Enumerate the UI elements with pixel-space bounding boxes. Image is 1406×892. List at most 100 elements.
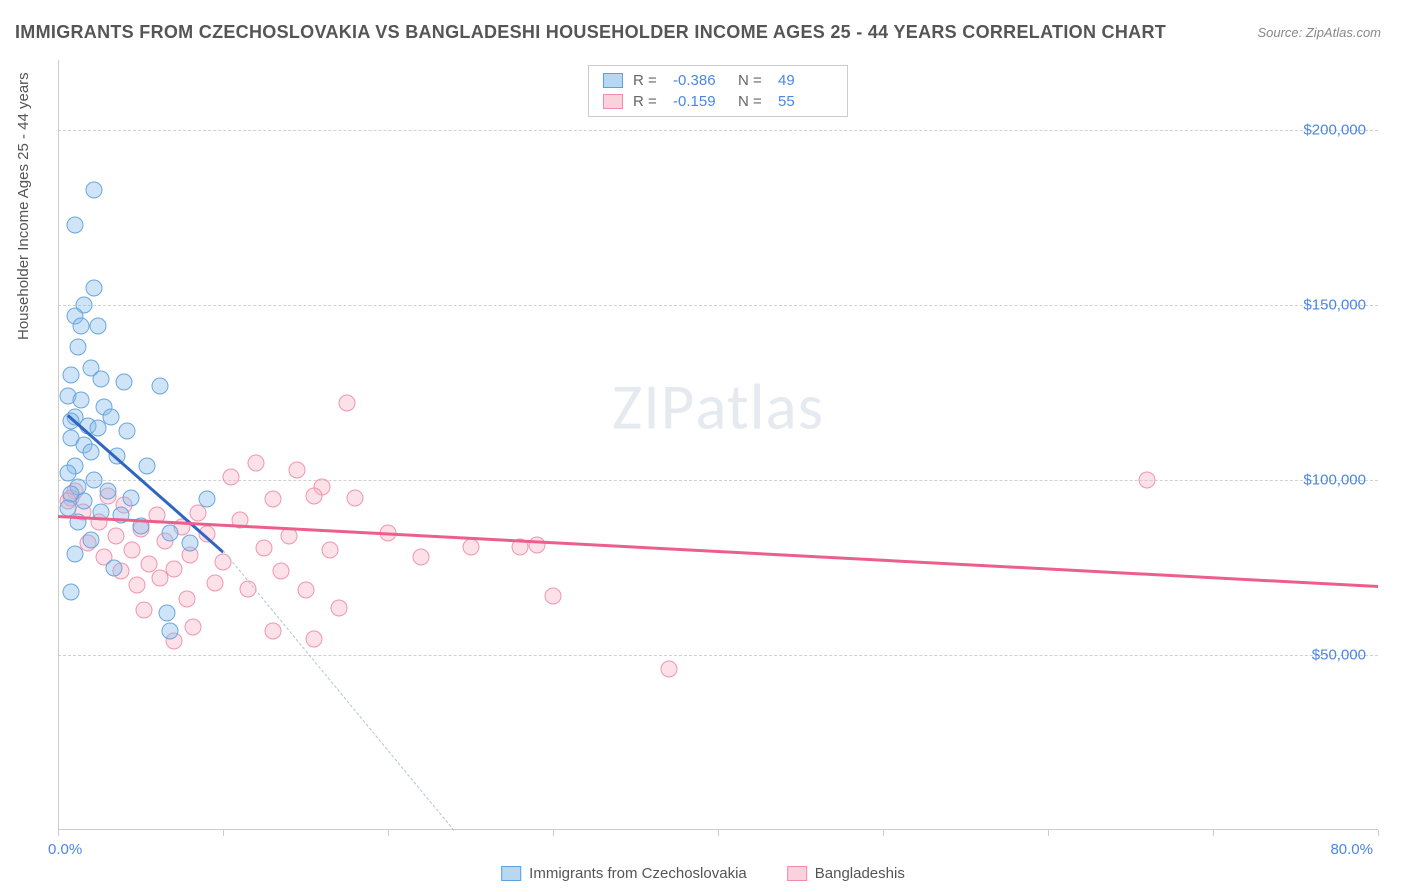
scatter-point-blue: [63, 367, 80, 384]
scatter-point-pink: [264, 622, 281, 639]
x-tick-mark: [58, 830, 59, 836]
scatter-point-pink: [462, 538, 479, 555]
legend-blue-N: 49: [778, 70, 833, 91]
x-axis-min-label: 0.0%: [48, 841, 82, 858]
swatch-pink-icon: [603, 94, 623, 109]
watermark-atlas: atlas: [695, 367, 824, 446]
scatter-point-pink: [178, 591, 195, 608]
scatter-point-blue: [152, 377, 169, 394]
watermark-text: ZIPatlas: [612, 367, 824, 446]
scatter-point-pink: [1139, 472, 1156, 489]
y-axis-line: [58, 60, 59, 830]
scatter-point-blue: [158, 605, 175, 622]
scatter-point-pink: [545, 587, 562, 604]
swatch-pink-icon: [787, 866, 807, 881]
legend-row-pink: R = -0.159 N = 55: [603, 91, 833, 112]
scatter-point-pink: [185, 619, 202, 636]
correlation-legend: R = -0.386 N = 49 R = -0.159 N = 55: [588, 65, 848, 117]
scatter-point-pink: [135, 601, 152, 618]
y-tick-label: $200,000: [1303, 122, 1366, 139]
scatter-point-pink: [248, 454, 265, 471]
x-tick-mark: [1378, 830, 1379, 836]
gridline-h: [58, 480, 1378, 481]
scatter-point-pink: [330, 599, 347, 616]
watermark-zip: ZIP: [612, 367, 695, 446]
scatter-point-pink: [347, 489, 364, 506]
scatter-point-pink: [264, 491, 281, 508]
scatter-point-blue: [66, 216, 83, 233]
x-tick-mark: [718, 830, 719, 836]
gridline-h: [58, 130, 1378, 131]
scatter-point-blue: [92, 370, 109, 387]
y-tick-label: $50,000: [1312, 647, 1366, 664]
legend-pink-N: 55: [778, 91, 833, 112]
legend-item-pink: Bangladeshis: [787, 865, 905, 882]
scatter-point-pink: [107, 528, 124, 545]
source-attribution: Source: ZipAtlas.com: [1257, 25, 1381, 40]
scatter-point-blue: [76, 493, 93, 510]
scatter-point-pink: [124, 542, 141, 559]
scatter-point-blue: [86, 181, 103, 198]
x-tick-mark: [388, 830, 389, 836]
scatter-point-pink: [272, 563, 289, 580]
scatter-point-blue: [73, 391, 90, 408]
legend-pink-R: -0.159: [673, 91, 728, 112]
scatter-point-pink: [206, 575, 223, 592]
scatter-point-pink: [297, 582, 314, 599]
scatter-point-blue: [86, 279, 103, 296]
gridline-h: [58, 305, 1378, 306]
scatter-point-blue: [139, 458, 156, 475]
scatter-point-pink: [528, 536, 545, 553]
scatter-point-blue: [83, 444, 100, 461]
scatter-point-blue: [99, 482, 116, 499]
scatter-point-blue: [162, 524, 179, 541]
legend-pink-label: Bangladeshis: [815, 865, 905, 882]
x-tick-mark: [1213, 830, 1214, 836]
gridline-h: [58, 655, 1378, 656]
y-tick-label: $100,000: [1303, 472, 1366, 489]
scatter-point-pink: [223, 468, 240, 485]
legend-N-label: N =: [738, 70, 768, 91]
scatter-point-blue: [63, 584, 80, 601]
swatch-blue-icon: [603, 73, 623, 88]
scatter-point-blue: [69, 339, 86, 356]
legend-R-label-2: R =: [633, 91, 663, 112]
y-axis-label: Householder Income Ages 25 - 44 years: [15, 72, 32, 340]
scatter-point-blue: [106, 559, 123, 576]
legend-R-label: R =: [633, 70, 663, 91]
legend-row-blue: R = -0.386 N = 49: [603, 70, 833, 91]
scatter-point-blue: [122, 489, 139, 506]
chart-plot-area: ZIPatlas R = -0.386 N = 49 R = -0.159 N …: [58, 60, 1378, 830]
x-tick-mark: [223, 830, 224, 836]
x-axis-max-label: 80.0%: [1330, 841, 1373, 858]
scatter-point-pink: [305, 487, 322, 504]
legend-blue-R: -0.386: [673, 70, 728, 91]
swatch-blue-icon: [501, 866, 521, 881]
scatter-point-blue: [89, 318, 106, 335]
chart-title: IMMIGRANTS FROM CZECHOSLOVAKIA VS BANGLA…: [15, 22, 1166, 43]
scatter-point-blue: [162, 622, 179, 639]
regression-dash-blue: [223, 550, 455, 831]
scatter-point-pink: [322, 542, 339, 559]
scatter-point-blue: [182, 535, 199, 552]
scatter-point-pink: [129, 577, 146, 594]
scatter-point-blue: [73, 318, 90, 335]
scatter-point-blue: [116, 374, 133, 391]
legend-blue-label: Immigrants from Czechoslovakia: [529, 865, 747, 882]
scatter-point-blue: [66, 545, 83, 562]
scatter-point-pink: [152, 570, 169, 587]
scatter-point-blue: [83, 531, 100, 548]
scatter-point-blue: [198, 491, 215, 508]
series-legend: Immigrants from Czechoslovakia Banglades…: [501, 865, 905, 882]
legend-item-blue: Immigrants from Czechoslovakia: [501, 865, 747, 882]
scatter-point-pink: [256, 540, 273, 557]
y-tick-label: $150,000: [1303, 297, 1366, 314]
scatter-point-pink: [338, 395, 355, 412]
x-tick-mark: [883, 830, 884, 836]
legend-N-label-2: N =: [738, 91, 768, 112]
x-tick-mark: [1048, 830, 1049, 836]
scatter-point-pink: [305, 631, 322, 648]
scatter-point-pink: [289, 461, 306, 478]
scatter-point-blue: [119, 423, 136, 440]
scatter-point-pink: [413, 549, 430, 566]
